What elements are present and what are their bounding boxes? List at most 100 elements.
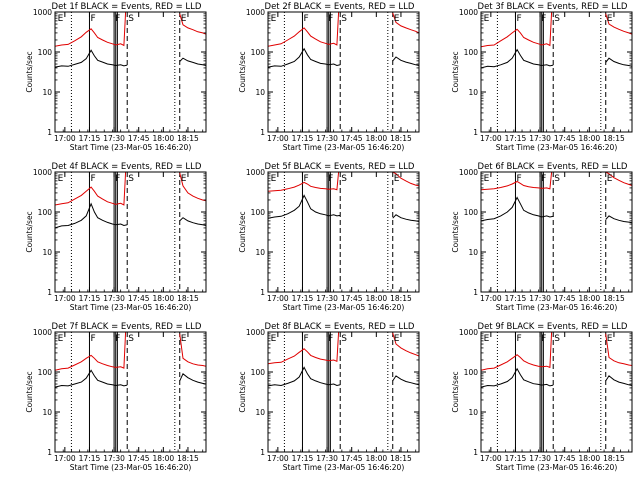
event-marker-label: E [181,14,187,24]
y-tick-label: 1 [473,288,478,297]
x-tick-label: 17:45 [341,454,363,463]
y-axis-label: Counts/sec [25,51,34,92]
panel-title: Det 9f BLACK = Events, RED = LLD [478,322,628,332]
x-tick-label: 17:30 [529,134,551,143]
y-tick-label: 1000 [459,168,478,177]
y-axis-label: Counts/sec [451,51,460,92]
plot-area [481,332,632,452]
event-marker-label: S [128,14,134,24]
y-tick-label: 10 [255,248,265,257]
event-rate-line [55,369,206,388]
y-tick-label: 1000 [246,168,265,177]
y-tick-label: 1 [47,448,52,457]
x-tick-label: 17:45 [128,134,150,143]
panel-title: Det 4f BLACK = Events, RED = LLD [52,162,202,172]
event-marker-label: E [181,174,187,184]
y-tick-label: 100 [251,368,266,377]
event-rate-line [55,49,206,68]
event-marker-label: S [554,334,560,344]
event-marker-label: E [484,14,490,24]
event-rate-line [481,48,632,69]
plot-frame [480,171,633,293]
x-tick-label: 17:30 [316,134,338,143]
x-axis-label: Start Time (23-Mar-05 16:46:20) [70,303,192,312]
x-tick-label: 17:30 [529,294,551,303]
event-marker-label: E [181,334,187,344]
x-tick-label: 18:15 [177,454,199,463]
event-marker-label: S [554,14,560,24]
x-tick-label: 18:00 [366,454,388,463]
y-tick-label: 1000 [459,8,478,17]
event-marker-label: E [394,14,400,24]
event-marker-label: E [58,174,64,184]
x-tick-label: 17:15 [292,134,314,143]
x-tick-label: 17:30 [103,134,125,143]
y-tick-label: 100 [38,368,53,377]
plot-area [268,332,419,452]
x-tick-label: 17:30 [316,454,338,463]
plot-frame [267,11,420,133]
x-tick-label: 17:45 [341,294,363,303]
plot-frame [480,11,633,133]
event-marker-label: E [484,334,490,344]
y-tick-label: 10 [42,408,52,417]
y-tick-label: 10 [468,408,478,417]
x-tick-label: 17:00 [54,134,76,143]
lld-rate-line [268,172,419,192]
y-axis-label: Counts/sec [238,371,247,412]
panel-title: Det 3f BLACK = Events, RED = LLD [478,2,628,12]
x-tick-label: 17:15 [505,294,527,303]
y-axis-label: Counts/sec [25,371,34,412]
y-tick-label: 100 [38,208,53,217]
y-tick-label: 100 [251,48,266,57]
y-tick-label: 1000 [246,328,265,337]
x-tick-label: 17:30 [529,454,551,463]
plot-frame [54,11,207,133]
y-tick-label: 1 [473,128,478,137]
panel-title: Det 7f BLACK = Events, RED = LLD [52,322,202,332]
event-rate-line [55,202,206,229]
plot-area [55,172,206,292]
x-axis-label: Start Time (23-Mar-05 16:46:20) [283,303,405,312]
x-tick-label: 17:00 [54,454,76,463]
y-tick-label: 100 [251,208,266,217]
event-marker-label: E [607,334,613,344]
y-tick-label: 10 [255,408,265,417]
event-marker-label: F [328,174,333,184]
y-tick-label: 10 [42,248,52,257]
y-tick-label: 1 [260,128,265,137]
panel-title: Det 5f BLACK = Events, RED = LLD [265,162,415,172]
event-marker-label: F [303,174,308,184]
y-tick-label: 10 [42,88,52,97]
panel-title: Det 1f BLACK = Events, RED = LLD [52,2,202,12]
plot-frame [267,171,420,293]
x-tick-label: 18:15 [177,294,199,303]
x-tick-label: 17:45 [128,454,150,463]
y-tick-label: 100 [38,48,53,57]
event-rate-line [481,367,632,388]
x-tick-label: 18:00 [153,294,175,303]
x-tick-label: 17:45 [128,294,150,303]
x-tick-label: 17:15 [292,294,314,303]
plot-area [481,172,632,292]
x-tick-label: 18:15 [603,134,625,143]
y-tick-label: 10 [255,88,265,97]
x-tick-label: 17:15 [292,454,314,463]
x-tick-label: 17:45 [554,454,576,463]
lld-rate-line [481,332,632,371]
y-tick-label: 100 [464,368,479,377]
y-tick-label: 1 [47,128,52,137]
panel-title: Det 8f BLACK = Events, RED = LLD [265,322,415,332]
x-axis-label: Start Time (23-Mar-05 16:46:20) [70,143,192,152]
x-tick-label: 17:45 [554,134,576,143]
plot-frame [480,331,633,453]
